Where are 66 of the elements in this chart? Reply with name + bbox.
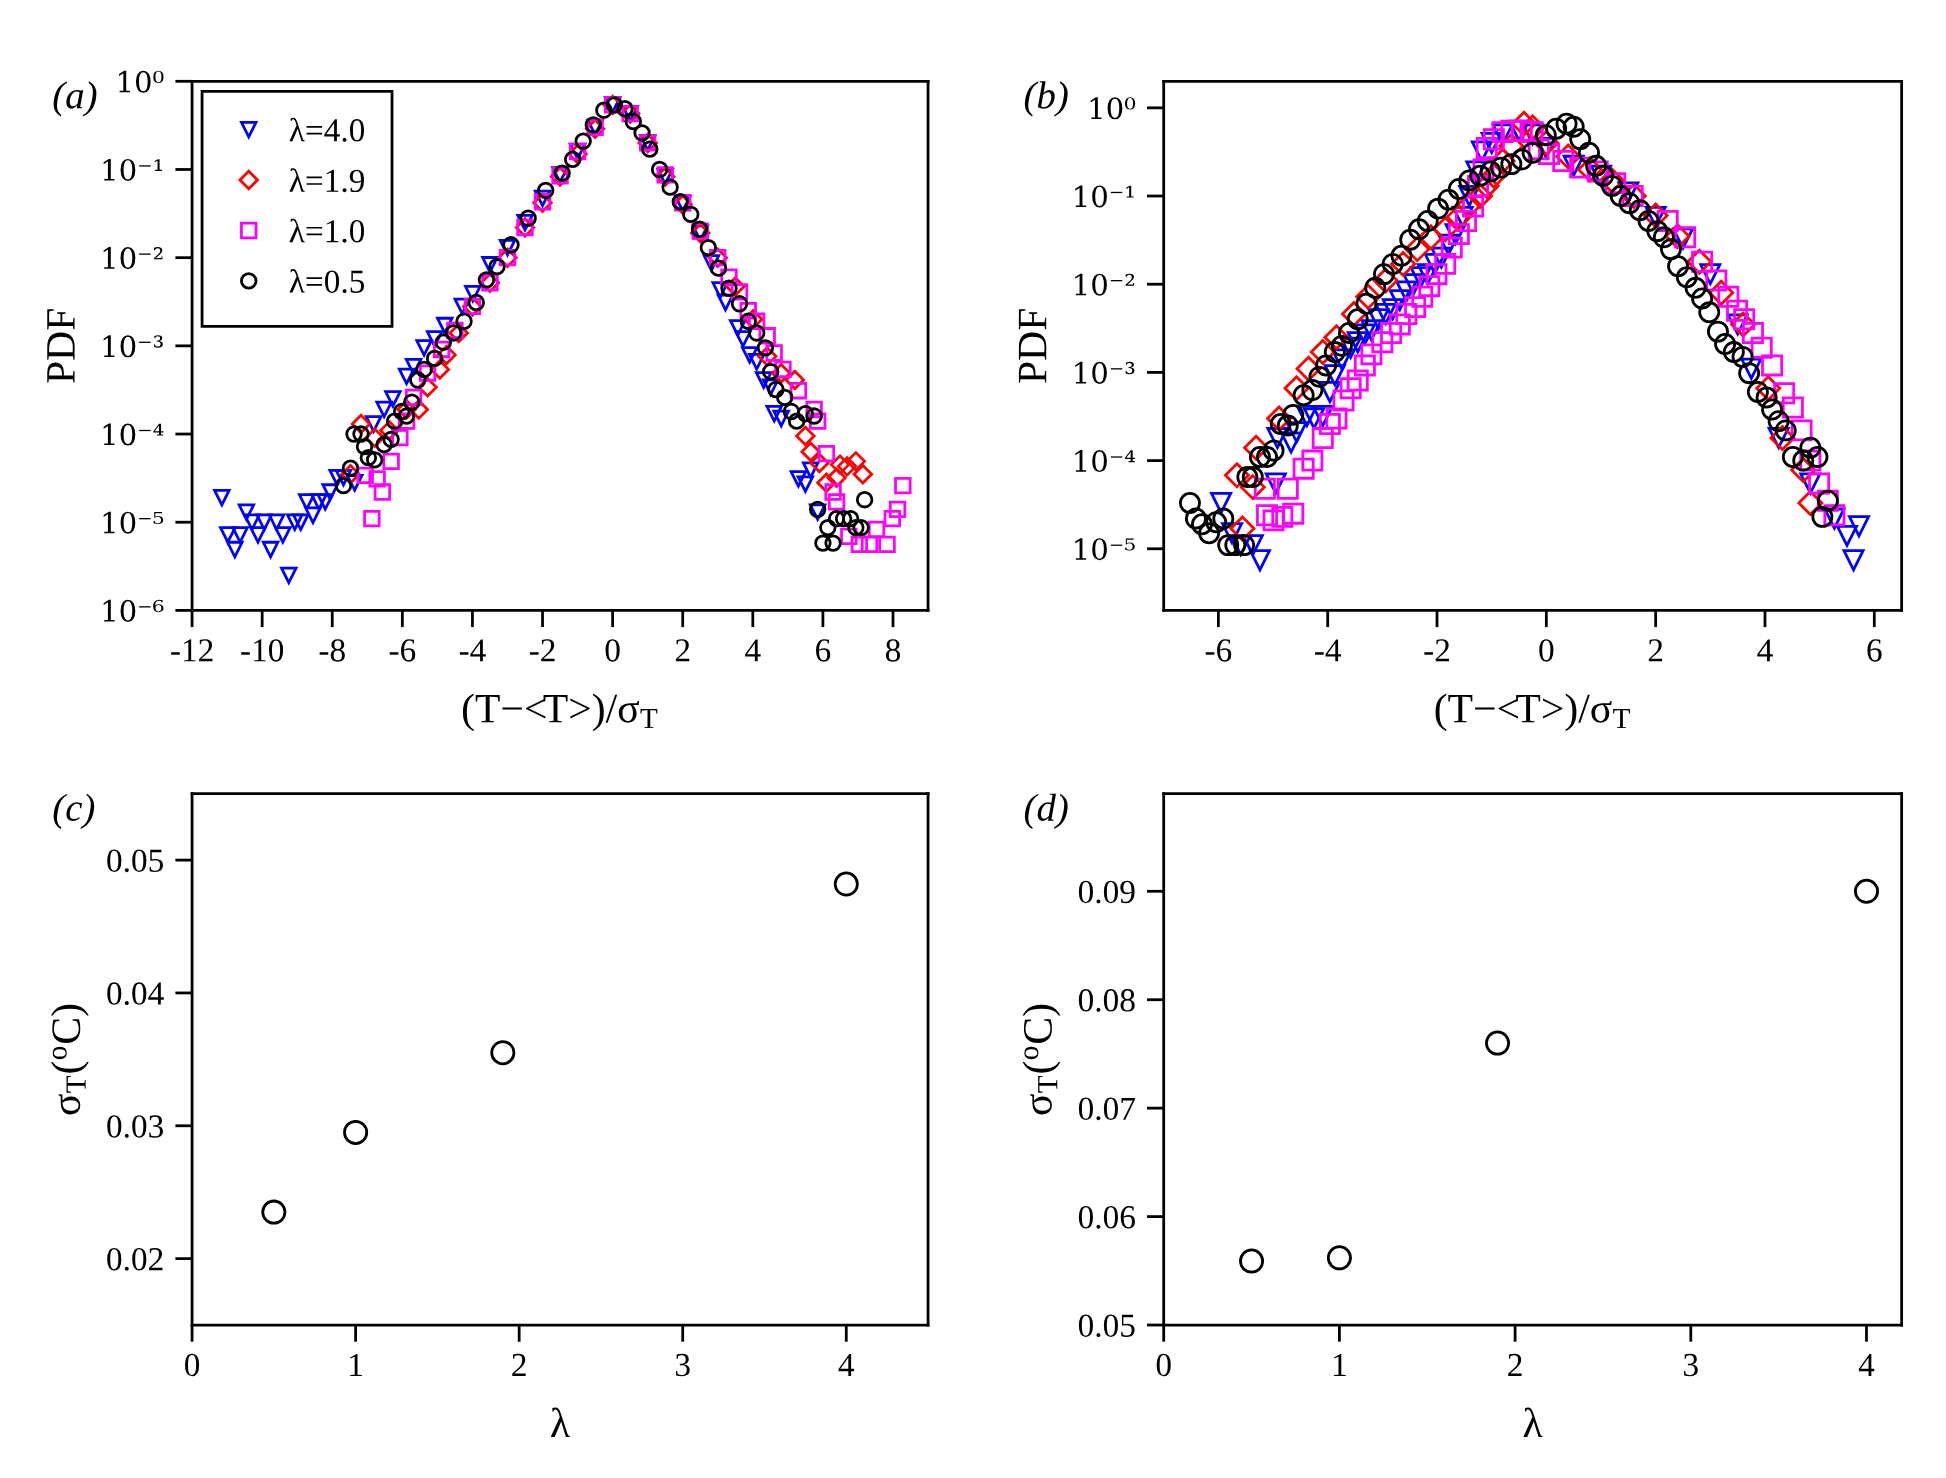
x-tick-label: 0 <box>1539 639 1554 662</box>
x-tick-label: 3 <box>1684 1353 1698 1377</box>
x-tick-label: 2 <box>1648 639 1663 662</box>
x-tick-label: 4 <box>745 639 761 662</box>
y-axis-title: PDF <box>47 309 75 383</box>
y-tick-label: 10⁰ <box>1090 97 1136 120</box>
chart-title: (c) <box>53 793 95 829</box>
y-axis-title: σ$_{T}$($^{o}$C) <box>50 1004 89 1115</box>
legend-label: λ=1.0 <box>289 218 365 243</box>
y-tick-label: 0.08 <box>1078 989 1135 1012</box>
legend-label: λ=1.9 <box>289 168 364 193</box>
y-tick-label: 0.06 <box>1078 1205 1135 1229</box>
x-tick-label: 4 <box>838 1353 855 1376</box>
x-tick-label: 1 <box>1334 1353 1346 1376</box>
x-tick-label: 3 <box>675 1353 690 1377</box>
x-tick-label: 2 <box>675 639 690 662</box>
y-tick-label: 10⁻⁵ <box>1075 538 1135 561</box>
x-tick-label: 8 <box>885 639 901 662</box>
y-tick-label: 10⁻² <box>103 247 163 270</box>
x-axis-title: (T−<T>)/σ$_{T}$ <box>1435 693 1630 732</box>
x-tick-label: -2 <box>1424 639 1450 662</box>
y-axis-title: PDF <box>1018 309 1047 383</box>
y-tick-label: 10⁰ <box>119 70 164 93</box>
y-axis-title: σ$_{T}$($^{o}$C) <box>1022 1004 1061 1115</box>
x-tick-label: -6 <box>1205 639 1232 662</box>
x-tick-label: -6 <box>389 639 416 662</box>
y-tick-label: 0.04 <box>107 982 164 1005</box>
x-tick-label: 0 <box>605 639 620 662</box>
x-tick-label: 1 <box>350 1353 362 1376</box>
x-tick-label: 6 <box>816 639 831 662</box>
y-tick-label: 10⁻¹ <box>1075 185 1134 208</box>
y-tick-label: 10⁻³ <box>103 335 163 358</box>
legend-label: λ=4.0 <box>289 117 365 142</box>
y-tick-label: 0.03 <box>107 1115 163 1138</box>
y-tick-label: 10⁻² <box>1075 273 1135 296</box>
x-axis-title: λ <box>551 1407 570 1437</box>
x-tick-label: -4 <box>1315 639 1342 662</box>
x-tick-label: 2 <box>1508 1353 1522 1376</box>
y-tick-label: 0.05 <box>1078 1314 1135 1338</box>
x-tick-label: 4 <box>1858 1353 1875 1376</box>
y-tick-label: 0.09 <box>1078 880 1135 904</box>
y-tick-label: 0.05 <box>107 849 163 873</box>
x-tick-label: 4 <box>1757 639 1773 662</box>
y-tick-label: 10⁻⁴ <box>103 423 164 446</box>
y-tick-label: 0.07 <box>1078 1097 1135 1121</box>
y-tick-label: 10⁻⁶ <box>103 599 164 622</box>
x-tick-label: -4 <box>459 639 486 662</box>
x-tick-label: -10 <box>241 639 284 662</box>
x-tick-label: -12 <box>171 639 213 662</box>
y-tick-label: 10⁻³ <box>1075 361 1135 384</box>
x-tick-label: 0 <box>1156 1353 1171 1377</box>
y-tick-label: 0.02 <box>107 1248 163 1271</box>
x-axis-title: (T−<T>)/σ$_{T}$ <box>462 693 658 732</box>
y-tick-label: 10⁻⁴ <box>1075 450 1136 473</box>
x-axis-title: λ <box>1523 1407 1543 1437</box>
chart-title: (a) <box>53 81 97 117</box>
x-tick-label: -2 <box>529 639 555 662</box>
x-tick-label: 6 <box>1867 639 1882 662</box>
x-tick-label: 2 <box>512 1353 526 1376</box>
legend-label: λ=0.5 <box>289 269 365 294</box>
y-tick-label: 10⁻¹ <box>103 158 163 181</box>
y-tick-label: 10⁻⁵ <box>103 511 164 534</box>
chart-title: (b) <box>1024 81 1068 117</box>
x-tick-label: 0 <box>185 1353 200 1377</box>
chart-title: (d) <box>1024 793 1068 829</box>
x-tick-label: -8 <box>319 639 345 662</box>
